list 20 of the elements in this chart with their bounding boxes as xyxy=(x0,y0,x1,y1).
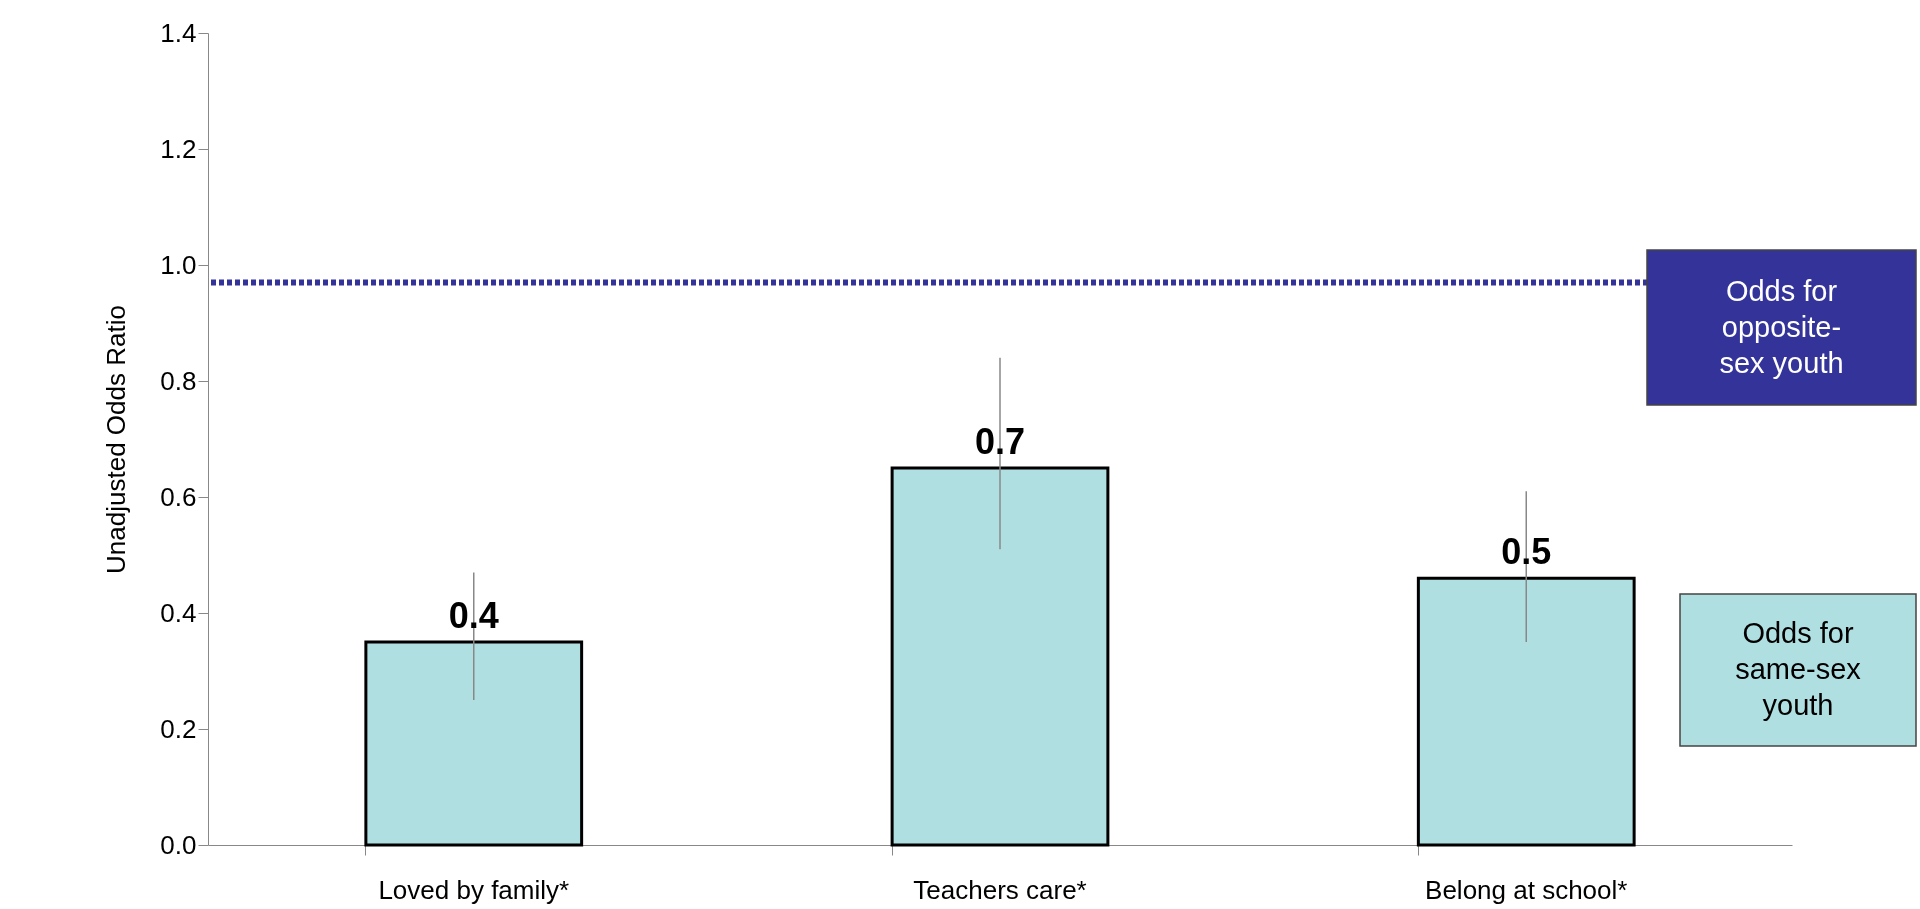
y-tick-label: 1.2 xyxy=(160,133,197,164)
data-label: 0.4 xyxy=(448,595,499,636)
bar xyxy=(1416,576,1636,847)
y-tick-label: 1.4 xyxy=(160,17,197,48)
x-tick-label: Belong at school* xyxy=(1425,874,1628,905)
bar xyxy=(364,640,584,847)
bar xyxy=(890,466,1110,847)
y-tick-label: 0.8 xyxy=(160,365,197,396)
y-tick-label: 0.6 xyxy=(160,481,197,512)
x-tick-label: Loved by family* xyxy=(378,874,570,905)
y-tick-label: 0.4 xyxy=(160,597,197,628)
ref-line-label: Odds for opposite-sex youth xyxy=(1719,274,1844,379)
x-tick-label: Teachers care* xyxy=(913,874,1087,905)
annotation: Odds for same-sex youth xyxy=(1735,617,1862,721)
data-label: 0.5 xyxy=(1501,531,1552,573)
y-tick-label: 0.2 xyxy=(160,713,197,744)
y-axis-title: Unadjusted Odds Ratio xyxy=(101,305,132,574)
data-label: 0.7 xyxy=(974,421,1026,462)
y-tick-label: 1.0 xyxy=(160,249,197,280)
y-tick-label: 0.0 xyxy=(160,829,197,860)
